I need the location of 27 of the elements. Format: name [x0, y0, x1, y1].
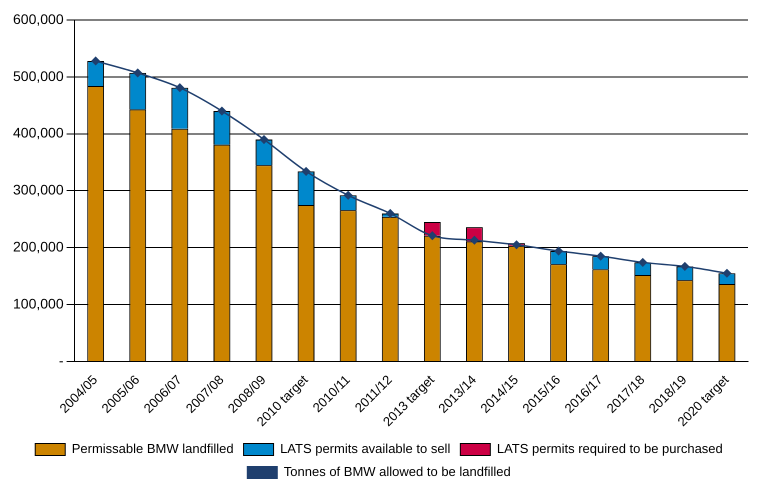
point — [91, 56, 100, 66]
y-tick-label: 100,000 — [12, 295, 64, 312]
y-tick-label: 500,000 — [12, 68, 64, 84]
y-tick-label: 300,000 — [12, 182, 64, 198]
point — [176, 83, 184, 92]
point — [344, 191, 352, 200]
point — [470, 236, 479, 244]
y-tick-label: 200,000 — [12, 238, 64, 254]
point — [596, 252, 605, 260]
y-tick-label: - — [58, 352, 64, 368]
point — [386, 209, 395, 218]
legend-label: Tonnes of BMW allowed to be landfilled — [284, 464, 511, 480]
y-tick-label: 600,000 — [12, 10, 64, 27]
point — [133, 68, 142, 78]
point — [302, 167, 310, 176]
point — [218, 106, 226, 116]
point — [512, 240, 521, 250]
point — [680, 262, 690, 271]
point — [428, 231, 437, 240]
legend-label: Permissable BMW landfilled — [72, 441, 234, 456]
point — [260, 135, 268, 144]
legend-label: LATS permits available to sell — [280, 441, 450, 456]
point — [638, 258, 648, 267]
y-tick-label: 400,000 — [12, 124, 64, 141]
point — [722, 269, 732, 278]
point — [554, 246, 563, 256]
legend-label: LATS permits required to be purchased — [496, 441, 723, 456]
